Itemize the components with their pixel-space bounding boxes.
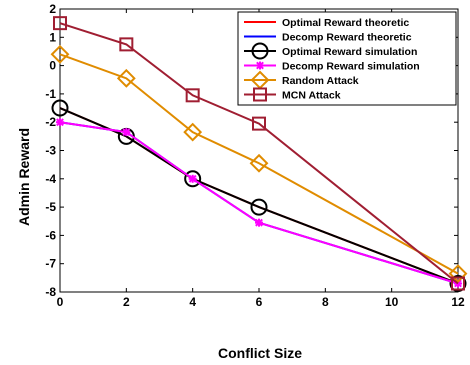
legend: Optimal Reward theoretic Decomp Reward th…: [237, 11, 457, 106]
y-tick-label: -6: [45, 228, 56, 242]
series-line-4: [59, 53, 459, 275]
legend-box: [237, 11, 457, 106]
data-point-5: [53, 16, 67, 31]
y-tick-label: -2: [45, 115, 56, 129]
y-tick-label: -1: [45, 87, 56, 101]
y-tick-label: 2: [49, 2, 56, 16]
data-point-3: [122, 128, 131, 137]
data-point-5: [185, 88, 200, 103]
x-axis-label: Conflict Size: [218, 345, 302, 361]
x-tick-label: 10: [385, 295, 399, 309]
series-line-1: [59, 121, 459, 285]
y-tick-label: -7: [45, 257, 56, 271]
data-point-4: [448, 264, 468, 284]
data-point-4: [249, 153, 269, 173]
data-point-5: [451, 276, 465, 291]
x-tick-label: 0: [57, 295, 64, 309]
data-point-2: [250, 198, 268, 216]
data-point-4: [116, 68, 136, 88]
data-point-3: [56, 118, 64, 127]
data-point-4: [183, 122, 203, 142]
y-tick-label: 1: [49, 30, 56, 44]
x-tick-label: 6: [256, 295, 263, 309]
y-tick-label: -4: [45, 172, 56, 186]
data-point-2: [449, 275, 467, 293]
data-point-3: [255, 218, 263, 227]
y-tick-label: -8: [45, 285, 56, 299]
series-line-3: [59, 121, 459, 285]
data-point-3: [188, 174, 197, 183]
y-tick-label: -5: [45, 200, 56, 214]
legend-marker: [256, 61, 264, 70]
data-point-5: [252, 116, 266, 131]
x-tick-label: 12: [451, 295, 465, 309]
legend-label: Optimal Reward simulation: [282, 46, 417, 58]
data-point-2: [51, 99, 69, 117]
legend-label: Decomp Reward simulation: [282, 61, 420, 73]
x-tick-label: 4: [189, 295, 196, 309]
legend-marker: [253, 87, 267, 102]
y-axis-label: Admin Reward: [16, 128, 32, 226]
legend-label: MCN Attack: [282, 90, 341, 102]
data-point-4: [50, 44, 70, 64]
legend-label: Decomp Reward theoretic: [282, 32, 412, 44]
x-tick-label: 8: [322, 295, 329, 309]
data-point-5: [119, 37, 134, 52]
legend-label: Optimal Reward theoretic: [282, 17, 409, 29]
series-line-5: [59, 22, 459, 285]
data-point-2: [184, 170, 202, 188]
legend-label: Random Attack: [282, 75, 359, 87]
x-tick-label: 2: [123, 295, 130, 309]
y-tick-label: 0: [49, 59, 56, 73]
legend-marker: [251, 42, 269, 60]
y-tick-label: -3: [45, 144, 56, 158]
